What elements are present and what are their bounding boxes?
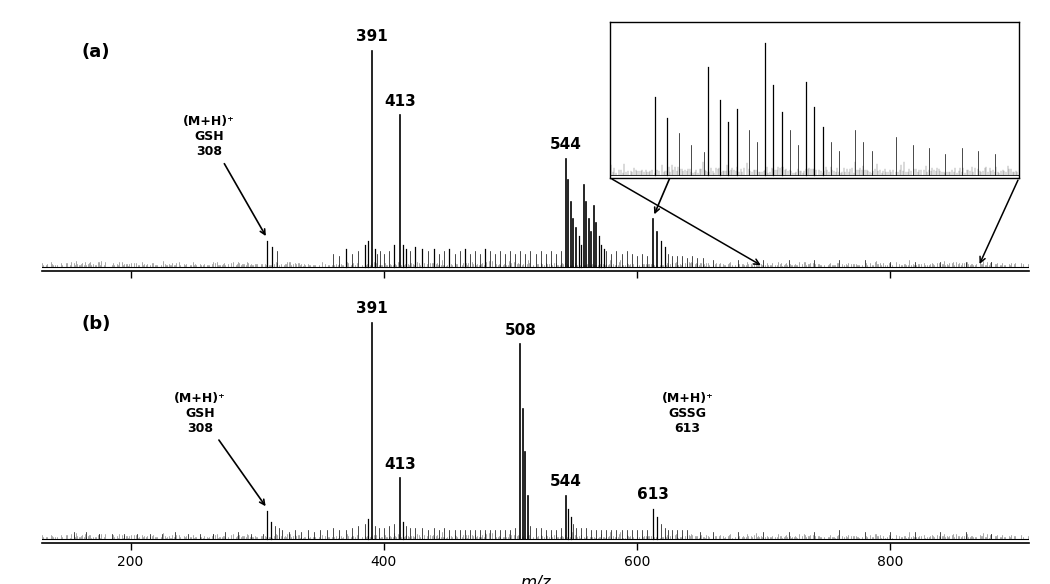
Text: 613: 613 (637, 487, 669, 502)
Text: 544: 544 (550, 137, 582, 152)
Text: (M+H)⁺
GSSG
613: (M+H)⁺ GSSG 613 (662, 392, 713, 435)
Text: (b): (b) (82, 315, 111, 333)
Text: 391: 391 (356, 301, 388, 317)
Text: 391: 391 (356, 29, 388, 44)
Text: (M+H)⁺
GSH
308: (M+H)⁺ GSH 308 (174, 392, 265, 505)
Text: (M+H)⁺
GSSG
613: (M+H)⁺ GSSG 613 (654, 116, 713, 213)
Text: (a): (a) (82, 43, 110, 61)
Text: (M+H)⁺
GSH
308: (M+H)⁺ GSH 308 (183, 116, 265, 235)
Text: 413: 413 (384, 457, 416, 472)
Text: 544: 544 (550, 474, 582, 489)
Text: 413: 413 (384, 94, 416, 109)
X-axis label: m/z: m/z (520, 573, 551, 584)
Text: 508: 508 (504, 323, 537, 338)
